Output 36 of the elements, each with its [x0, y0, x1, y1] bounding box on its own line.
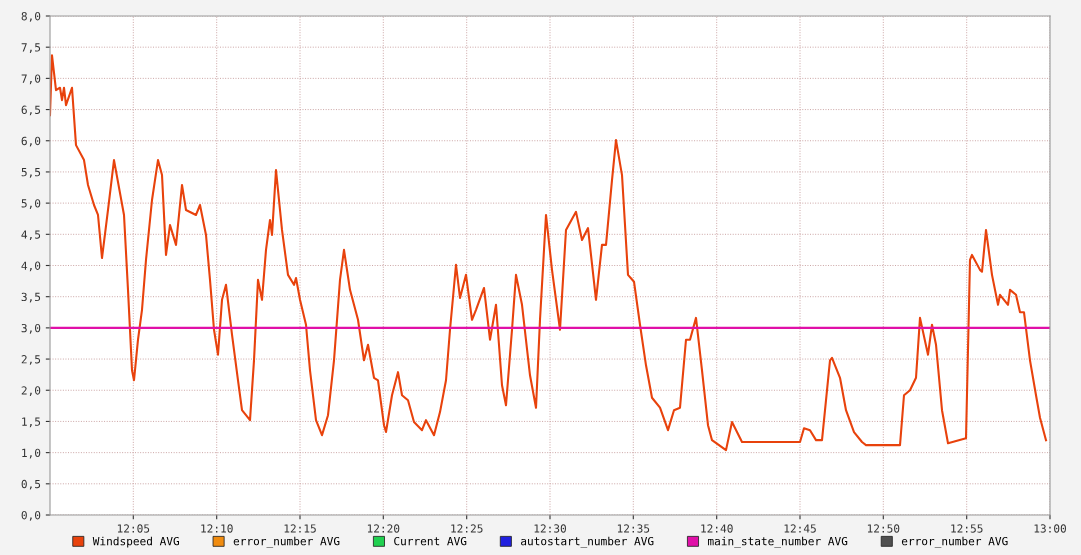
x-tick-label: 12:25	[451, 524, 483, 533]
x-tick-label: 12:50	[867, 524, 900, 533]
line-series	[50, 54, 1048, 452]
x-tick-label: 12:35	[617, 524, 650, 533]
legend-label: error_number AVG	[233, 536, 340, 548]
x-tick-label: 12:45	[784, 524, 816, 533]
y-tick-label: 1,0	[22, 448, 41, 459]
y-tick-label: 0,0	[21, 511, 41, 521]
y-tick-label: 6,5	[21, 105, 41, 116]
legend-label: Current AVG	[394, 536, 467, 546]
y-tick-label: 1,5	[22, 417, 41, 428]
legend-label: autostart_number AVG	[521, 536, 654, 548]
y-tick-label: 4,5	[21, 230, 41, 241]
y-tick-label: 7,5	[21, 43, 41, 53]
y-tick-label: 6,0	[21, 136, 41, 147]
x-tick-label: 12:20	[367, 524, 400, 533]
y-tick-label: 3,5	[21, 292, 41, 303]
y-tick-label: 3,0	[21, 323, 41, 334]
y-tick-label: 2,0	[21, 386, 41, 397]
y-tick-label: 4,0	[21, 261, 41, 272]
x-tick-label: 12:30	[534, 524, 566, 533]
x-tick-label: 12:05	[117, 524, 150, 533]
x-tick-label: 12:10	[201, 524, 233, 533]
x-tick-label: 12:55	[951, 524, 983, 533]
y-tick-label: 2,5	[21, 355, 41, 365]
y-tick-label: 5,0	[21, 199, 41, 209]
legend-label: Windspeed AVG	[92, 536, 179, 548]
x-tick-label: 13:00	[1034, 524, 1066, 533]
x-tick-label: 12:15	[284, 524, 316, 533]
y-tick-label: 0,5	[21, 479, 41, 490]
y-tick-label: 7,0	[21, 74, 41, 85]
y-tick-label: 5,5	[21, 168, 41, 178]
y-tick-label: 8,0	[21, 12, 41, 22]
legend-label: error_number AVG	[901, 536, 1008, 548]
legend-label: main_state_number AVG	[708, 536, 848, 548]
x-tick-label: 12:40	[701, 524, 733, 533]
